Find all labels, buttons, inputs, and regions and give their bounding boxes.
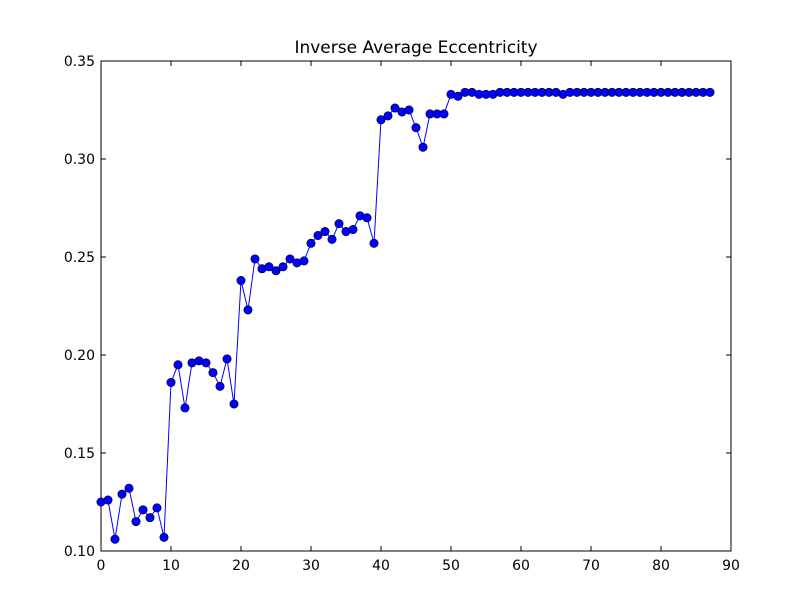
data-point	[208, 368, 218, 378]
data-point	[124, 483, 134, 493]
data-point	[110, 534, 120, 544]
data-point	[376, 115, 386, 125]
x-tick-label: 30	[302, 558, 320, 574]
data-point	[348, 225, 358, 235]
x-tick-label: 0	[97, 558, 106, 574]
plot-area	[100, 60, 732, 552]
y-tick-label: 0.10	[64, 544, 95, 560]
data-point	[271, 266, 281, 276]
data-point	[334, 219, 344, 229]
y-tick-label: 0.15	[64, 446, 95, 462]
x-tick-label: 10	[162, 558, 180, 574]
x-tick-label: 20	[232, 558, 250, 574]
data-point	[173, 360, 183, 370]
data-point	[145, 513, 155, 523]
y-tick-label: 0.25	[64, 250, 95, 266]
data-point	[264, 262, 274, 272]
data-point	[306, 238, 316, 248]
data-point	[299, 256, 309, 266]
data-point	[411, 123, 421, 133]
data-point	[313, 230, 323, 240]
data-point	[404, 105, 414, 115]
data-point	[166, 377, 176, 387]
data-point	[201, 358, 211, 368]
data-point	[278, 262, 288, 272]
data-point	[250, 254, 260, 264]
data-point	[152, 503, 162, 513]
data-point	[390, 103, 400, 113]
series-layer	[96, 87, 715, 544]
x-tick-label: 90	[722, 558, 740, 574]
data-point	[243, 305, 253, 315]
data-point	[418, 142, 428, 152]
y-tick-label: 0.30	[64, 152, 95, 168]
data-point	[705, 87, 715, 97]
x-tick-label: 70	[582, 558, 600, 574]
x-axis: 0 10 20 30 40 50 60 70 80 90	[97, 61, 740, 574]
data-point	[236, 276, 246, 286]
data-point	[131, 517, 141, 527]
data-point	[215, 381, 225, 391]
data-point	[103, 495, 113, 505]
data-point	[362, 213, 372, 223]
x-tick-label: 40	[372, 558, 390, 574]
data-point	[117, 489, 127, 499]
data-point	[229, 399, 239, 409]
data-point	[453, 91, 463, 101]
y-tick-label: 0.35	[64, 54, 95, 70]
data-point	[369, 238, 379, 248]
y-tick-label: 0.20	[64, 348, 95, 364]
y-axis: 0.10 0.15 0.20 0.25 0.30 0.35	[64, 54, 731, 560]
data-point	[320, 227, 330, 237]
x-tick-label: 80	[652, 558, 670, 574]
data-point	[180, 403, 190, 413]
x-tick-label: 50	[442, 558, 460, 574]
chart-title: Inverse Average Eccentricity	[294, 38, 537, 58]
data-point	[159, 532, 169, 542]
data-point	[285, 254, 295, 264]
data-point	[222, 354, 232, 364]
x-tick-label: 60	[512, 558, 530, 574]
data-point	[327, 234, 337, 244]
data-point	[439, 109, 449, 119]
data-point	[138, 505, 148, 515]
data-point	[383, 111, 393, 121]
